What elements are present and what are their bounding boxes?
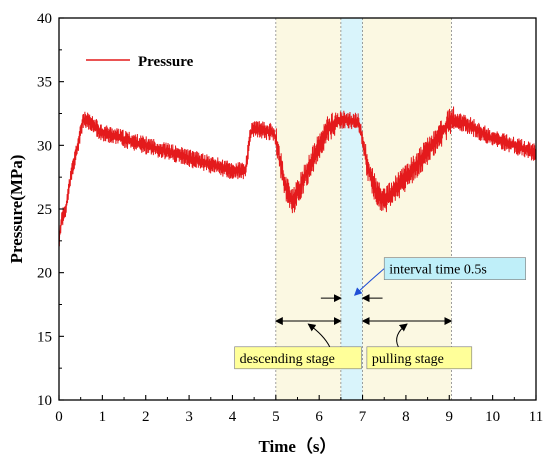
y-tick-label-25: 25: [37, 202, 52, 218]
y-tick-label-10: 10: [37, 393, 52, 409]
y-tick-label-40: 40: [37, 11, 52, 27]
shaded-region-2: [362, 18, 452, 400]
annotation-leader-line-0: [307, 323, 331, 348]
y-tick-label-20: 20: [37, 266, 52, 282]
x-tick-label-1: 1: [99, 409, 107, 425]
x-tick-label-8: 8: [402, 409, 410, 425]
legend-label-pressure: Pressure: [138, 54, 194, 70]
annotation-label-2: interval time 0.5s: [389, 263, 487, 278]
pressure-series-line: [58, 106, 537, 247]
x-tick-label-4: 4: [229, 409, 237, 425]
x-tick-label-5: 5: [272, 409, 280, 425]
annotation-box-0: [234, 346, 362, 370]
y-tick-label-15: 15: [37, 329, 52, 345]
x-tick-label-3: 3: [185, 409, 193, 425]
x-tick-label-6: 6: [315, 409, 323, 425]
shaded-region-1: [340, 18, 363, 400]
y-axis-title: Pressure(MPa): [7, 155, 26, 264]
x-tick-label-10: 10: [485, 409, 500, 425]
x-tick-label-7: 7: [359, 409, 367, 425]
y-tick-label-35: 35: [37, 75, 52, 91]
annotation-label-0: descending stage: [240, 352, 335, 367]
x-axis-title: Time（s）: [258, 436, 336, 456]
annotation-leader-line-1: [396, 323, 408, 348]
annotation-label-1: pulling stage: [372, 352, 444, 367]
shaded-region-0: [275, 18, 341, 400]
x-tick-label-11: 11: [529, 409, 543, 425]
x-tick-label-0: 0: [55, 409, 63, 425]
interval-leader-line: [353, 268, 385, 296]
annotation-box-1: [366, 346, 473, 370]
x-tick-label-9: 9: [446, 409, 454, 425]
y-tick-label-30: 30: [37, 138, 52, 154]
x-tick-label-2: 2: [142, 409, 150, 425]
